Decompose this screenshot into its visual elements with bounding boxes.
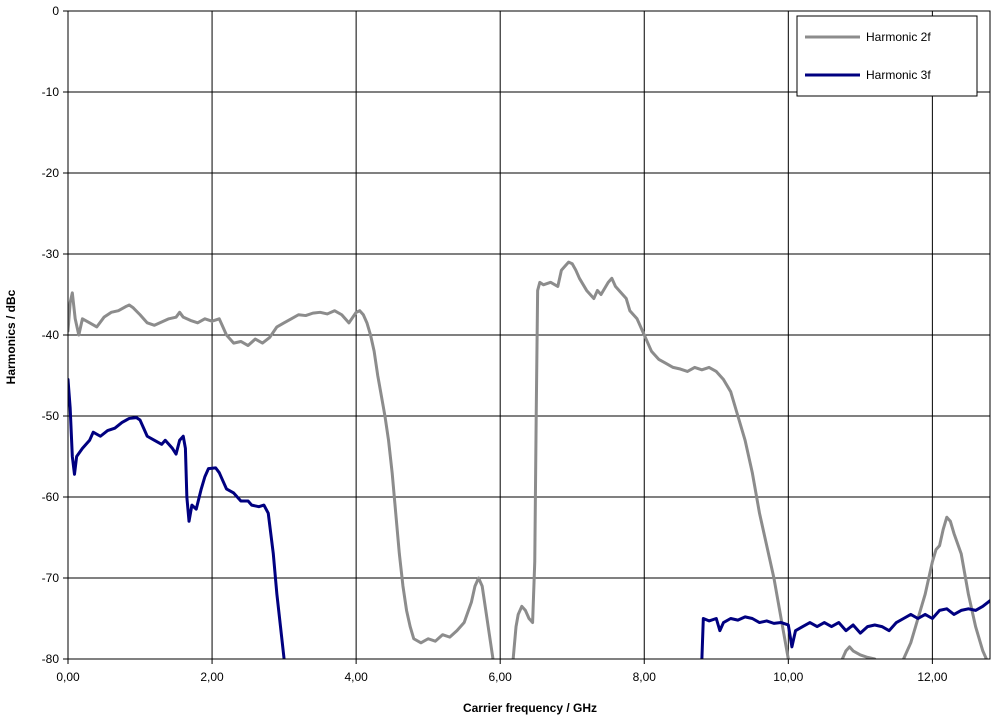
x-tick-label: 8,00 xyxy=(633,670,657,684)
x-tick-label: 4,00 xyxy=(344,670,368,684)
y-tick-label: -10 xyxy=(42,85,60,99)
series-lines xyxy=(68,260,990,659)
y-tick-label: -20 xyxy=(42,166,60,180)
series-line-harmonic-2f xyxy=(68,291,495,659)
x-tick-label: 10,00 xyxy=(773,670,803,684)
y-axis-title: Harmonics / dBc xyxy=(4,289,18,384)
series-line-harmonic-3f xyxy=(68,378,286,659)
x-tick-label: 0,00 xyxy=(56,670,80,684)
legend-box xyxy=(796,15,978,97)
legend-label-harmonic-2f: Harmonic 2f xyxy=(866,30,931,44)
y-tick-label: 0 xyxy=(52,4,59,18)
y-tick-label: -70 xyxy=(42,571,60,585)
series-line-harmonic-3f xyxy=(700,599,990,659)
legend: Harmonic 2f Harmonic 3f xyxy=(796,15,978,97)
series-line-harmonic-2f xyxy=(511,260,790,659)
x-tick-label: 6,00 xyxy=(489,670,513,684)
y-tick-label: -30 xyxy=(42,247,60,261)
y-tick-label: -40 xyxy=(42,328,60,342)
x-tick-label: 12,00 xyxy=(917,670,947,684)
series-line-harmonic-2f xyxy=(840,645,877,659)
y-tick-label: -50 xyxy=(42,409,60,423)
x-axis-title: Carrier frequency / GHz xyxy=(463,701,597,715)
legend-label-harmonic-3f: Harmonic 3f xyxy=(866,68,931,82)
y-tick-label: -80 xyxy=(42,652,60,666)
x-tick-label: 2,00 xyxy=(200,670,224,684)
axis-ticks: 0,00 2,00 4,00 6,00 8,00 10,00 12,00 0 -10 -20 -30… xyxy=(42,4,948,684)
y-tick-label: -60 xyxy=(42,490,60,504)
